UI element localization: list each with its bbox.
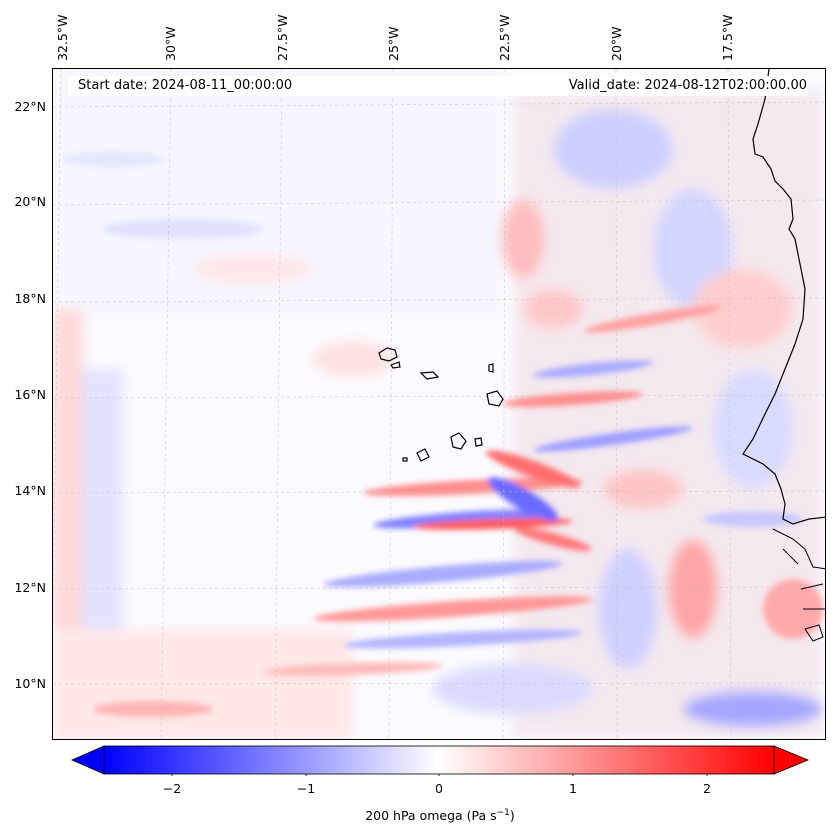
lat-label: 12°N: [14, 580, 46, 595]
map-panel[interactable]: [52, 68, 826, 740]
colorbar: [70, 744, 810, 780]
lon-label: 32.5°W: [55, 14, 70, 61]
lat-label: 18°N: [14, 291, 46, 306]
lat-label: 14°N: [14, 483, 46, 498]
lat-label: 20°N: [14, 194, 46, 209]
lon-label: 22.5°W: [497, 14, 512, 61]
colorbar-tick-label: −2: [162, 781, 182, 796]
colorbar-min-arrow: [71, 745, 105, 775]
colorbar-tick-label: 0: [435, 781, 443, 796]
colorbar-title: 200 hPa omega (Pa s−1): [365, 808, 515, 824]
lat-label: 22°N: [14, 99, 46, 114]
colorbar-graphic: [71, 745, 810, 778]
colorbar-tick-label: 2: [703, 781, 711, 796]
lat-label: 10°N: [14, 676, 46, 691]
omega-field: [53, 69, 825, 739]
date-header: [68, 76, 808, 96]
lon-label: 30°W: [163, 26, 178, 61]
lat-label: 16°N: [14, 387, 46, 402]
valid-date-text: Valid_date: 2024-08-12T02:00:00.00: [568, 78, 807, 93]
lon-label: 17.5°W: [720, 14, 735, 61]
colorbar-max-arrow: [773, 745, 810, 775]
start-date-text: Start date: 2024-08-11_00:00:00: [78, 78, 293, 93]
coastline: [742, 69, 825, 525]
colorbar-tick-label: 1: [569, 781, 577, 796]
colorbar-tick-label: −1: [296, 781, 316, 796]
lon-label: 27.5°W: [275, 14, 290, 61]
lon-label: 20°W: [609, 26, 624, 61]
lon-label: 25°W: [386, 26, 401, 61]
